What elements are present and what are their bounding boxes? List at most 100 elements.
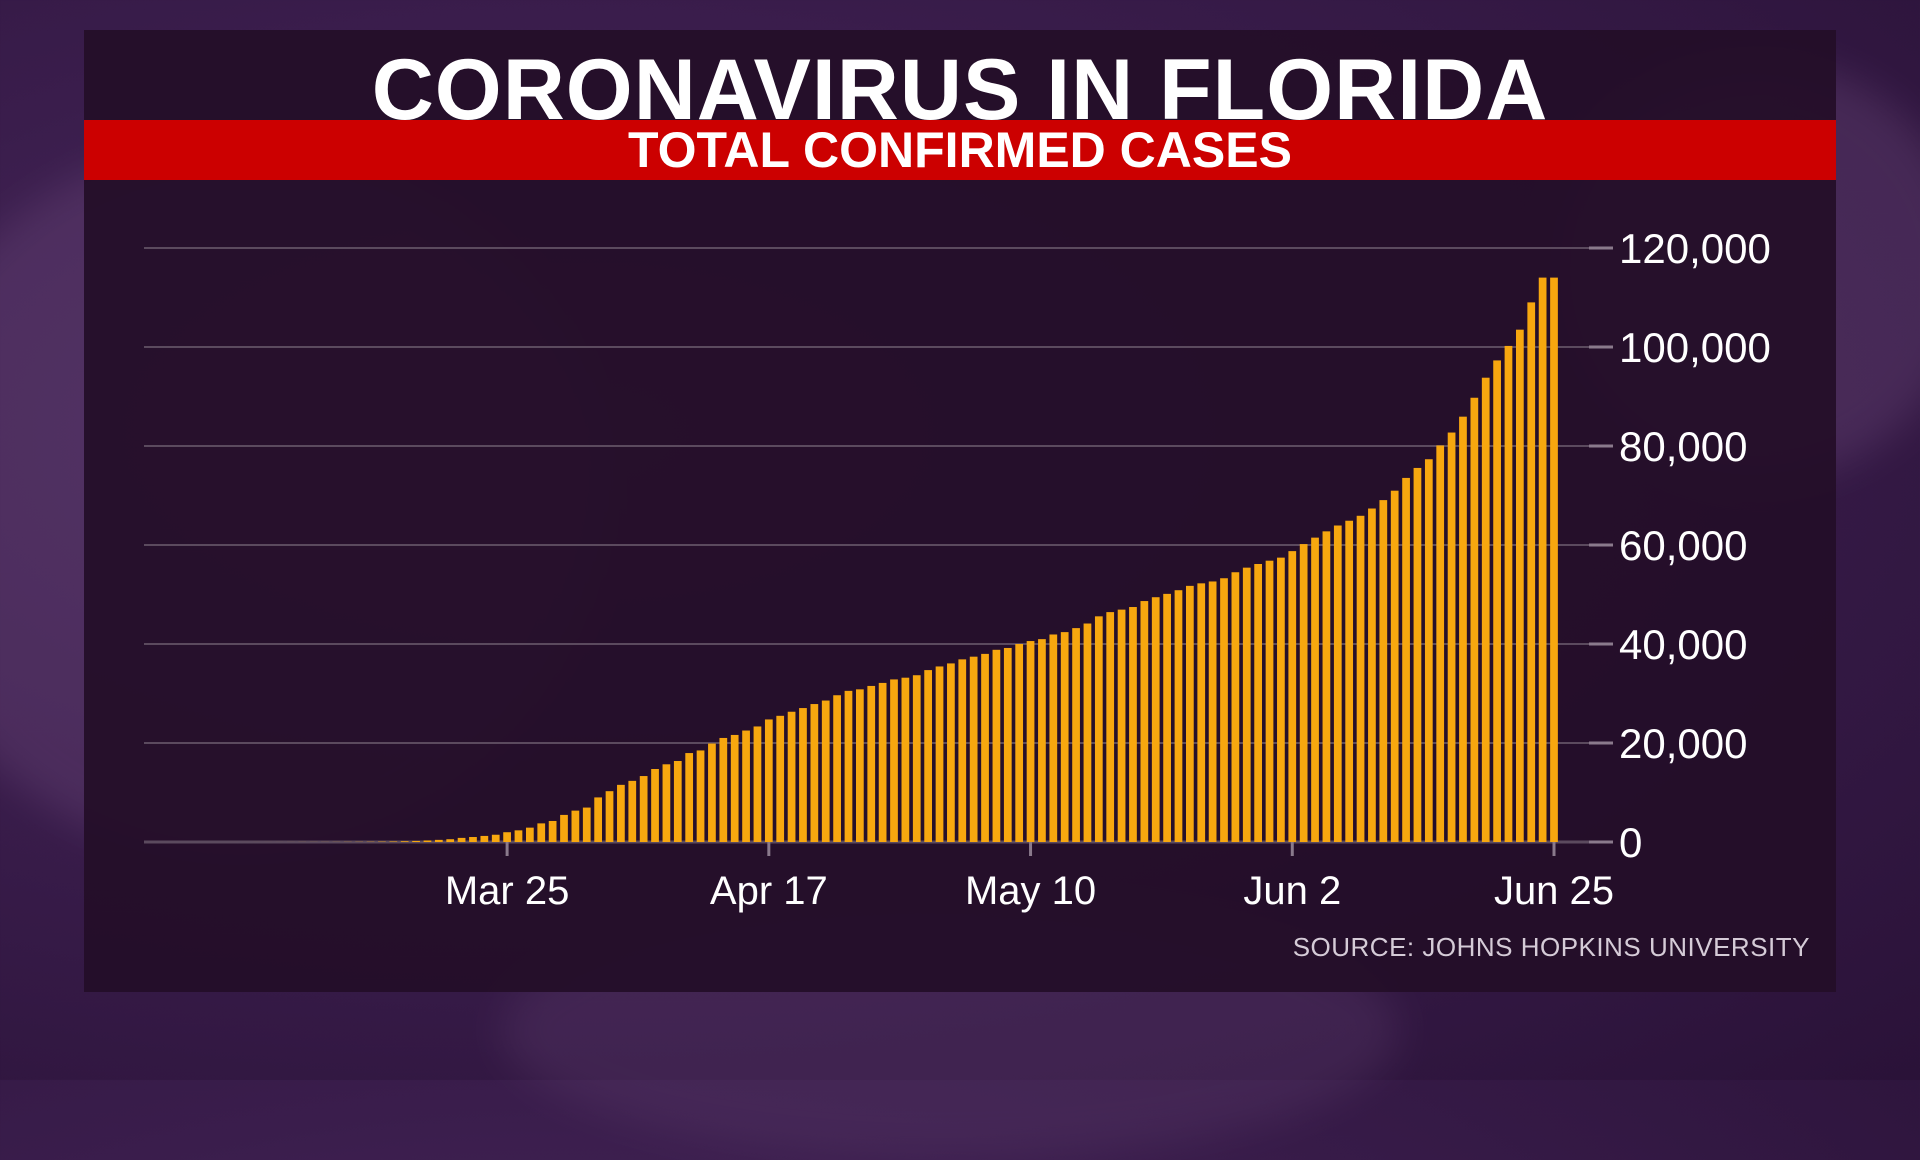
y-tick-label: 80,000 bbox=[1619, 423, 1747, 470]
bar bbox=[788, 712, 796, 842]
bar bbox=[993, 650, 1001, 842]
y-tick-label: 120,000 bbox=[1619, 225, 1771, 272]
bars bbox=[230, 278, 1558, 842]
bar bbox=[446, 839, 454, 842]
bar bbox=[1163, 594, 1171, 842]
bar bbox=[480, 836, 488, 842]
bar bbox=[867, 686, 875, 842]
bar bbox=[1118, 610, 1126, 842]
bar bbox=[1049, 634, 1057, 842]
bar bbox=[435, 840, 443, 842]
bar bbox=[1436, 445, 1444, 842]
bar bbox=[879, 683, 887, 842]
bar bbox=[1084, 624, 1092, 842]
bar bbox=[1516, 330, 1524, 842]
bar bbox=[1243, 568, 1251, 842]
bar bbox=[1232, 572, 1240, 842]
bar bbox=[833, 695, 841, 842]
bar bbox=[1197, 583, 1205, 842]
bar bbox=[924, 670, 932, 842]
bar bbox=[936, 666, 944, 842]
bar bbox=[1379, 500, 1387, 842]
bar bbox=[628, 781, 636, 842]
bar bbox=[640, 776, 648, 842]
bar bbox=[1004, 648, 1012, 842]
bar bbox=[492, 835, 500, 842]
bar bbox=[799, 708, 807, 842]
bar bbox=[1527, 302, 1535, 842]
y-tick-label: 100,000 bbox=[1619, 324, 1771, 371]
bar bbox=[1015, 644, 1023, 842]
bar bbox=[685, 753, 693, 842]
bar bbox=[606, 791, 614, 842]
bar bbox=[1152, 597, 1160, 842]
bar bbox=[1254, 564, 1262, 842]
bar bbox=[1357, 516, 1365, 842]
bar bbox=[674, 761, 682, 842]
bar bbox=[1220, 578, 1228, 842]
bar bbox=[1027, 641, 1035, 842]
bar bbox=[890, 679, 898, 842]
bar bbox=[1266, 561, 1274, 842]
source-note: SOURCE: JOHNS HOPKINS UNIVERSITY bbox=[1293, 932, 1810, 963]
bar bbox=[526, 828, 534, 842]
bar bbox=[970, 657, 978, 842]
bar bbox=[401, 841, 409, 842]
bar bbox=[560, 815, 568, 842]
bar bbox=[515, 830, 523, 842]
bar bbox=[1323, 531, 1331, 842]
bar bbox=[1368, 509, 1376, 842]
bar bbox=[1334, 526, 1342, 842]
bar bbox=[1311, 538, 1319, 842]
y-tick-label: 60,000 bbox=[1619, 522, 1747, 569]
bar bbox=[1470, 398, 1478, 842]
bar bbox=[424, 840, 432, 842]
bar bbox=[1038, 639, 1046, 842]
x-tick-label: Mar 25 bbox=[445, 869, 570, 913]
bar bbox=[1072, 628, 1080, 842]
bar bbox=[549, 821, 557, 842]
bar bbox=[1300, 544, 1308, 842]
bar bbox=[845, 691, 853, 842]
bar bbox=[1550, 278, 1558, 842]
bar bbox=[1209, 581, 1217, 842]
bar bbox=[1277, 558, 1285, 842]
bar bbox=[902, 678, 910, 842]
bar bbox=[1459, 417, 1467, 842]
bar bbox=[754, 726, 762, 842]
bar bbox=[1539, 278, 1547, 842]
bar bbox=[1448, 433, 1456, 842]
bar bbox=[1186, 586, 1194, 842]
bar bbox=[958, 659, 966, 842]
bar bbox=[1061, 632, 1069, 842]
x-tick-label: Jun 25 bbox=[1494, 869, 1614, 913]
bar bbox=[708, 744, 716, 842]
y-tick-label: 0 bbox=[1619, 819, 1642, 866]
bar bbox=[412, 841, 420, 842]
bar bbox=[469, 837, 477, 842]
bar bbox=[1345, 521, 1353, 842]
bar bbox=[458, 838, 466, 842]
bar bbox=[856, 689, 864, 842]
bar bbox=[697, 750, 705, 842]
bar bbox=[719, 738, 727, 842]
bar bbox=[1288, 551, 1296, 842]
bar bbox=[1175, 590, 1183, 842]
bar bbox=[1106, 612, 1114, 842]
chart-panel: CORONAVIRUS IN FLORIDA TOTAL CONFIRMED C… bbox=[84, 30, 1836, 992]
bar bbox=[913, 675, 921, 842]
bar bbox=[742, 731, 750, 842]
bar bbox=[1493, 360, 1501, 842]
bar bbox=[1140, 601, 1148, 842]
bar bbox=[810, 704, 818, 842]
bar bbox=[583, 808, 591, 842]
bar bbox=[947, 663, 955, 842]
bar bbox=[1505, 346, 1513, 842]
bar bbox=[663, 764, 671, 842]
bar bbox=[617, 785, 625, 842]
bar bbox=[731, 735, 739, 842]
x-tick-label: Jun 2 bbox=[1243, 869, 1341, 913]
y-tick-label: 20,000 bbox=[1619, 720, 1747, 767]
